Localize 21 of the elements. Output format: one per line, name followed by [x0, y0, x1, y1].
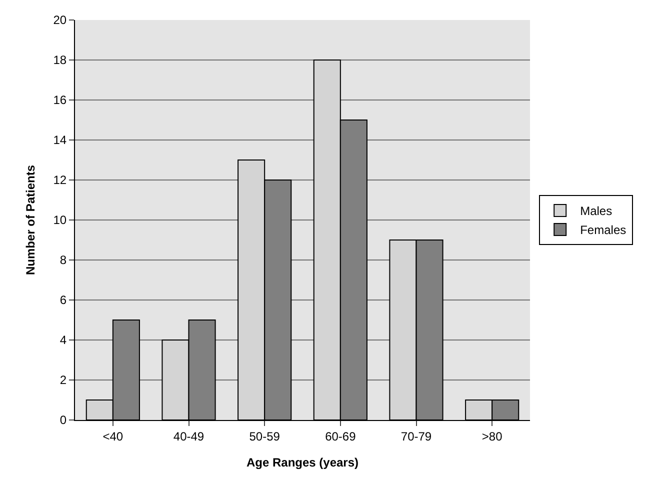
y-tick-label: 2: [60, 373, 67, 388]
x-axis-title: Age Ranges (years): [246, 455, 359, 470]
y-tick-label: 12: [53, 173, 67, 188]
y-tick-label: 8: [60, 253, 67, 268]
x-tick-label: 50-59: [249, 429, 280, 444]
legend-label: Females: [580, 223, 626, 238]
y-tick-label: 18: [53, 53, 67, 68]
y-tick-label: 0: [60, 413, 67, 428]
y-tick-label: 6: [60, 293, 67, 308]
x-tick-label: 70-79: [400, 429, 432, 444]
y-axis-title: Number of Patients: [24, 164, 38, 276]
y-tick-label: 4: [60, 333, 67, 348]
y-tick-label: 20: [53, 13, 67, 28]
x-tick-label: 40-49: [173, 429, 204, 444]
y-tick-label: 14: [53, 133, 67, 148]
x-tick-label: >80: [482, 429, 503, 444]
y-tick-label: 16: [53, 93, 67, 108]
x-tick-label: <40: [102, 429, 124, 444]
legend-label: Males: [580, 204, 612, 218]
y-tick-label: 10: [53, 213, 67, 228]
x-tick-label: 60-69: [325, 429, 356, 444]
